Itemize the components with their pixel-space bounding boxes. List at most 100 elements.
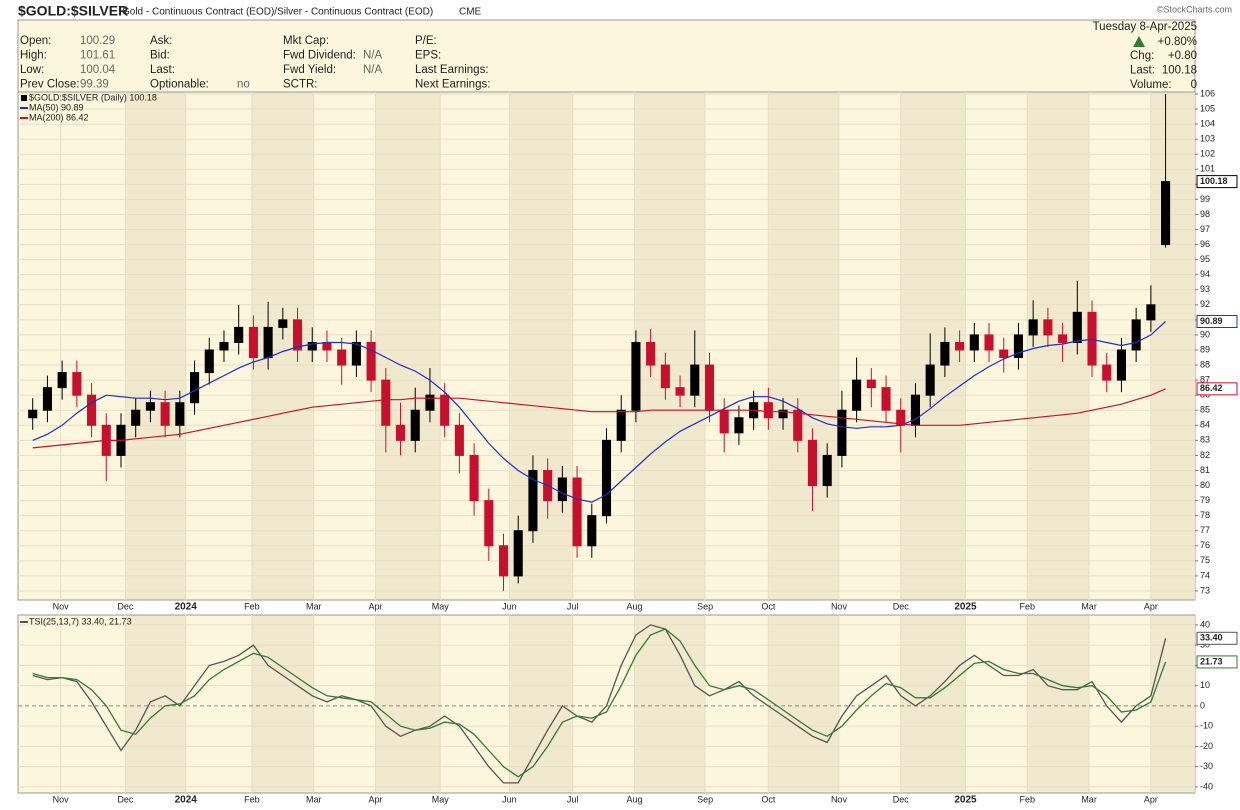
candle-body: [484, 500, 494, 547]
x-tick-label: Oct: [761, 601, 776, 611]
x-tick-label: Apr: [369, 601, 383, 611]
candle-body: [42, 387, 52, 411]
candle-body: [925, 364, 935, 396]
candle-body: [704, 364, 715, 411]
y-tick-label: 10: [1200, 680, 1210, 690]
field-label: High:: [20, 50, 47, 62]
y-tick-label: 93: [1200, 284, 1210, 294]
y-tick-label: 85: [1200, 405, 1210, 415]
x-tick-label: 2024: [175, 795, 198, 806]
candle-body: [1058, 334, 1068, 343]
y-tick-label: 78: [1200, 510, 1210, 520]
x-tick-label: Feb: [244, 794, 260, 804]
candle-body: [822, 454, 832, 487]
candle-body: [778, 409, 788, 419]
candle-body: [1116, 349, 1126, 381]
date: Tuesday 8-Apr-2025: [1093, 21, 1197, 33]
candle-body: [175, 402, 185, 426]
field-value: N/A: [363, 64, 383, 76]
x-tick-label: Dec: [117, 601, 134, 611]
candle-body: [337, 349, 347, 366]
field-label: EPS:: [415, 50, 441, 62]
candle-body: [852, 379, 862, 411]
candle-body: [160, 402, 170, 426]
y-tick-label: 73: [1200, 585, 1210, 595]
last-value-box: [1196, 382, 1238, 396]
y-tick-label: -10: [1200, 721, 1213, 731]
legend-entry: MA(200) 86.42: [29, 112, 89, 122]
field-label: Mkt Cap:: [283, 35, 329, 47]
candle-body: [1102, 364, 1112, 381]
candle-body: [72, 372, 82, 396]
y-tick-label: -40: [1200, 781, 1213, 791]
candle-body: [572, 477, 582, 547]
y-tick-label: 101: [1200, 164, 1215, 174]
x-tick-label: Jun: [502, 601, 517, 611]
x-tick-label: Mar: [306, 794, 322, 804]
candle-body: [234, 326, 244, 343]
field-label: Fwd Dividend:: [283, 50, 356, 62]
x-tick-label: Mar: [1081, 794, 1097, 804]
plot-layer: Nov Dec 2024 Feb Mar Apr May Jun Jul Aug Sep Oct Nov…: [18, 88, 1238, 613]
candle-body: [734, 417, 744, 434]
x-tick-label: Jun: [502, 794, 517, 804]
series-line: [32, 388, 1166, 449]
candle-body: [1146, 304, 1156, 321]
candle-body: [498, 545, 509, 577]
candle-body: [248, 326, 258, 359]
x-tick-label: Dec: [117, 794, 134, 804]
candle-body: [1013, 334, 1023, 359]
candle-body: [395, 424, 406, 441]
candle-body: [322, 341, 332, 351]
y-tick-label: 99: [1200, 194, 1210, 204]
y-tick-label: 103: [1200, 134, 1215, 144]
month-band: [509, 615, 573, 793]
y-tick-label: 76: [1200, 540, 1210, 550]
y-tick-label: -30: [1200, 761, 1213, 771]
y-tick-label: 81: [1200, 465, 1210, 475]
month-band: [1027, 92, 1090, 600]
candle-body: [763, 402, 773, 419]
y-tick-label: 82: [1200, 450, 1210, 460]
candle-body: [528, 469, 538, 532]
candle-body: [292, 319, 303, 351]
x-tick-label: Dec: [893, 601, 910, 611]
last-value-box: [1196, 631, 1238, 645]
month-band: [1027, 615, 1090, 793]
last-value-label: 90.89: [1200, 316, 1223, 326]
legend-swatch: [21, 95, 27, 101]
x-tick-label: Nov: [831, 794, 848, 804]
y-tick-label: 104: [1200, 118, 1215, 128]
x-tick-label: Aug: [626, 794, 642, 804]
candle-body: [837, 409, 847, 456]
description: Gold - Continuous Contract (EOD)/Silver …: [122, 7, 433, 18]
month-band: [509, 92, 573, 600]
x-tick-label: Mar: [1081, 601, 1097, 611]
x-tick-label: Mar: [306, 601, 322, 611]
last-value-box: [1196, 655, 1238, 669]
month-band: [375, 92, 441, 600]
x-tick-label: Feb: [244, 601, 260, 611]
x-tick-label: May: [432, 794, 450, 804]
candle-body: [57, 372, 67, 389]
last-value-label: 33.40: [1200, 633, 1223, 643]
up-arrow: [1133, 36, 1145, 47]
exchange: CME: [459, 7, 482, 18]
candle-body: [969, 334, 979, 351]
x-tick-label: Jul: [567, 794, 579, 804]
y-tick-label: 97: [1200, 224, 1210, 234]
candle-body: [219, 341, 229, 351]
y-tick-label: -20: [1200, 741, 1213, 751]
candle-body: [307, 341, 317, 351]
field-value: 100.29: [80, 35, 115, 47]
field-label: Low:: [20, 64, 44, 76]
x-tick-label: Apr: [1144, 794, 1158, 804]
field-value: N/A: [363, 50, 383, 62]
field-value: 99.39: [80, 79, 109, 91]
right-field-value: 0: [1191, 79, 1197, 91]
x-tick-label: Feb: [1020, 601, 1036, 611]
y-tick-label: 84: [1200, 420, 1210, 430]
field-label: Bid:: [150, 50, 170, 62]
candle-body: [807, 439, 818, 487]
